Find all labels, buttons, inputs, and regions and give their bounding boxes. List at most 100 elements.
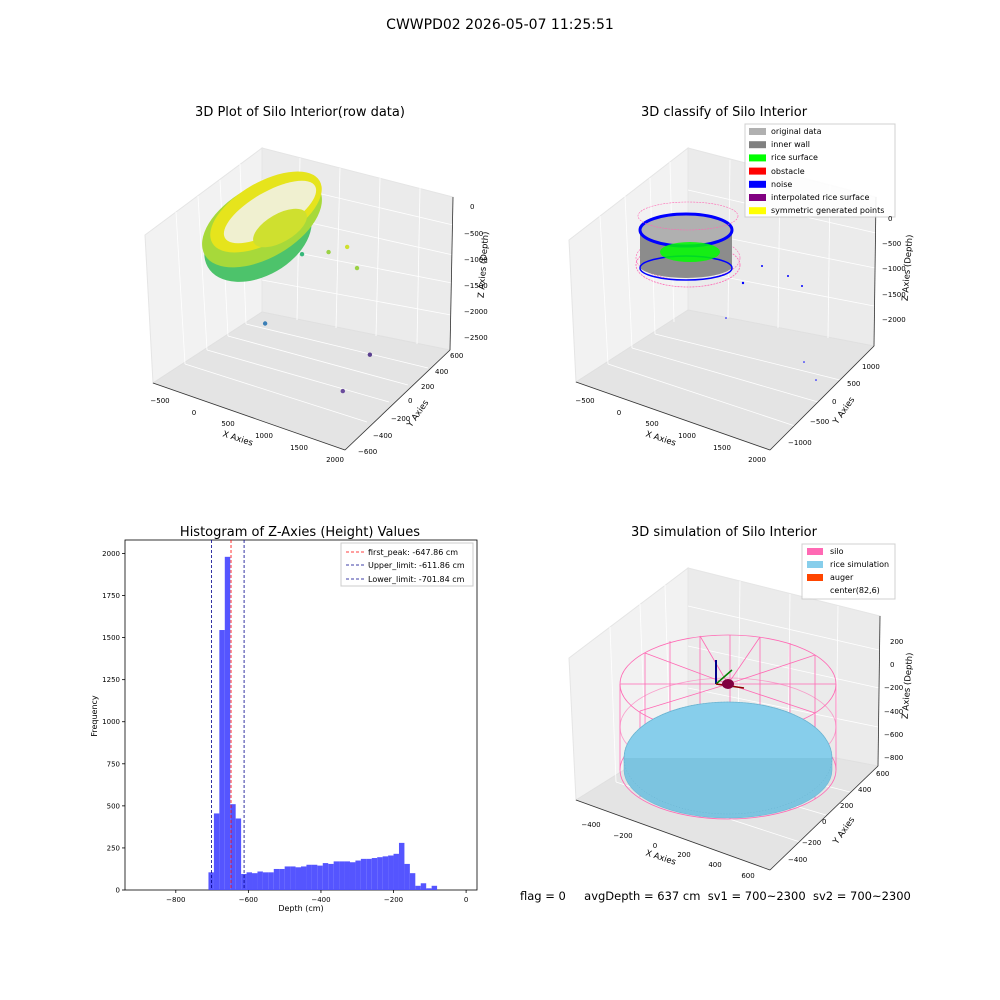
- raw-y-tick: −400: [373, 432, 392, 440]
- simulation-x-label: X Axies: [644, 848, 677, 867]
- simulation-y-ticks: −400 −200 0 200 400 600: [788, 770, 889, 864]
- histogram-reference-lines: [211, 540, 245, 890]
- simulation-x-tick: 200: [677, 851, 690, 859]
- raw-z-tick: 0: [470, 203, 474, 211]
- histogram-y-tick: 1750: [102, 592, 120, 600]
- raw-outlier-point: [344, 244, 350, 250]
- histogram-bar: [273, 868, 280, 890]
- classify-plot-title: 3D classify of Silo Interior: [641, 105, 808, 120]
- auger-marker: [715, 660, 745, 689]
- classify-y-ticks: −1000 −500 0 500 1000: [788, 363, 880, 447]
- histogram-bar: [349, 862, 356, 890]
- raw-plot-title: 3D Plot of Silo Interior(row data): [195, 105, 405, 120]
- legend-obstacle: obstacle: [771, 167, 805, 176]
- histogram-bar: [415, 885, 421, 890]
- classify-x-ticks: −500 0 500 1000 1500 2000: [575, 397, 766, 464]
- legend-rice-surface: rice surface: [771, 153, 818, 162]
- stat-sv1: sv1 = 700~2300: [707, 889, 806, 903]
- classify-legend: original data inner wall rice surface ob…: [744, 123, 896, 218]
- simulation-x-ticks: −400 −200 0 200 400 600: [581, 821, 754, 880]
- simulation-y-tick: −200: [802, 839, 821, 847]
- histogram-bar: [219, 630, 225, 890]
- raw-outlier-point: [326, 249, 331, 255]
- simulation-z-tick: −400: [884, 708, 903, 716]
- classify-x-tick: 500: [645, 420, 658, 428]
- raw-outlier-points: [262, 244, 373, 394]
- simulation-legend: silo rice simulation auger center(82,6): [801, 543, 896, 600]
- legend-swatch-silo: [807, 548, 823, 555]
- histogram-bar: [409, 873, 416, 890]
- simulation-axes-lines: [575, 615, 881, 871]
- histogram-bar: [339, 861, 345, 890]
- classify-noise-points: [725, 265, 817, 381]
- legend-first-peak: first_peak: -647.86 cm: [368, 548, 458, 557]
- raw-outlier-point: [367, 352, 373, 357]
- histogram-x-ticks: −800 −600 −400 −200 0: [166, 890, 468, 904]
- histogram-legend: first_peak: -647.86 cm Upper_limit: -611…: [340, 542, 474, 587]
- classify-axes-lines: [575, 196, 877, 451]
- classify-z-tick: −1000: [882, 265, 906, 273]
- histogram-bar: [224, 556, 231, 890]
- histogram-bar: [431, 885, 438, 890]
- classify-legend-swatch: [749, 194, 766, 201]
- histogram-bar: [284, 866, 291, 890]
- raw-y-tick: 400: [435, 368, 448, 376]
- legend-lower-limit: Lower_limit: -701.84 cm: [368, 575, 465, 584]
- raw-y-tick: 0: [408, 397, 412, 405]
- legend-inner-wall: inner wall: [771, 140, 810, 149]
- legend-center: center(82,6): [830, 586, 880, 595]
- histogram-bar: [317, 865, 323, 890]
- raw-y-tick: 200: [421, 383, 434, 391]
- histogram-x-label: Depth (cm): [278, 904, 323, 913]
- classify-z-tick: −500: [882, 240, 901, 248]
- classify-legend-swatch: [749, 167, 766, 175]
- histogram-bar: [382, 856, 389, 890]
- legend-interpolated-rice-surface: interpolated rice surface: [771, 193, 869, 202]
- simulation-z-tick: −600: [884, 731, 903, 739]
- raw-z-tick: −2500: [464, 334, 488, 342]
- stat-sv2: sv2 = 700~2300: [812, 889, 911, 903]
- raw-y-tick: −200: [391, 415, 410, 423]
- raw-outlier-point: [299, 252, 305, 257]
- raw-x-tick: 500: [221, 420, 234, 428]
- classify-legend-swatch: [749, 128, 766, 135]
- classify-y-tick: 500: [847, 380, 860, 388]
- histogram-y-label: Frequency: [90, 695, 99, 737]
- classify-legend-swatch: [749, 180, 766, 188]
- histogram-bar: [377, 857, 383, 890]
- histogram-bar: [355, 860, 361, 890]
- classify-z-tick: 0: [888, 215, 892, 223]
- histogram-bar: [404, 863, 410, 890]
- histogram-x-tick: 0: [464, 896, 468, 904]
- histogram-bar: [366, 858, 372, 890]
- simulation-z-ticks: 200 0 −200 −400 −600 −800: [884, 638, 903, 762]
- simulation-plot-title: 3D simulation of Silo Interior: [631, 525, 818, 540]
- rice-simulation-surface: [623, 701, 833, 819]
- legend-upper-limit: Upper_limit: -611.86 cm: [368, 561, 465, 570]
- legend-auger: auger: [830, 573, 854, 582]
- histogram-bar: [252, 873, 258, 890]
- histogram-plot-area: [124, 539, 478, 891]
- raw-y-ticks: −600 −400 −200 0 200 400 600: [358, 352, 463, 456]
- classify-x-tick: 2000: [748, 456, 766, 464]
- raw-axes-lines: [152, 196, 454, 451]
- histogram-bar: [279, 868, 285, 890]
- legend-rice-simulation: rice simulation: [830, 560, 889, 569]
- simulation-x-tick: 400: [708, 861, 721, 869]
- raw-z-tick: −500: [464, 230, 483, 238]
- simulation-x-tick: −200: [613, 832, 632, 840]
- histogram-y-tick: 1000: [102, 718, 120, 726]
- raw-x-tick: 2000: [326, 456, 344, 464]
- raw-z-tick: −2000: [464, 308, 488, 316]
- histogram-bar: [213, 813, 220, 890]
- histogram-y-tick: 1250: [102, 676, 120, 684]
- histogram-bar: [295, 867, 301, 890]
- raw-x-tick: 1000: [255, 432, 273, 440]
- raw-x-tick: −500: [150, 397, 169, 405]
- classify-z-label: Z Axies (Depth): [901, 234, 916, 301]
- simulation-z-label: Z Axies (Depth): [901, 652, 916, 719]
- legend-original-data: original data: [771, 127, 822, 136]
- histogram-y-tick: 250: [107, 844, 120, 852]
